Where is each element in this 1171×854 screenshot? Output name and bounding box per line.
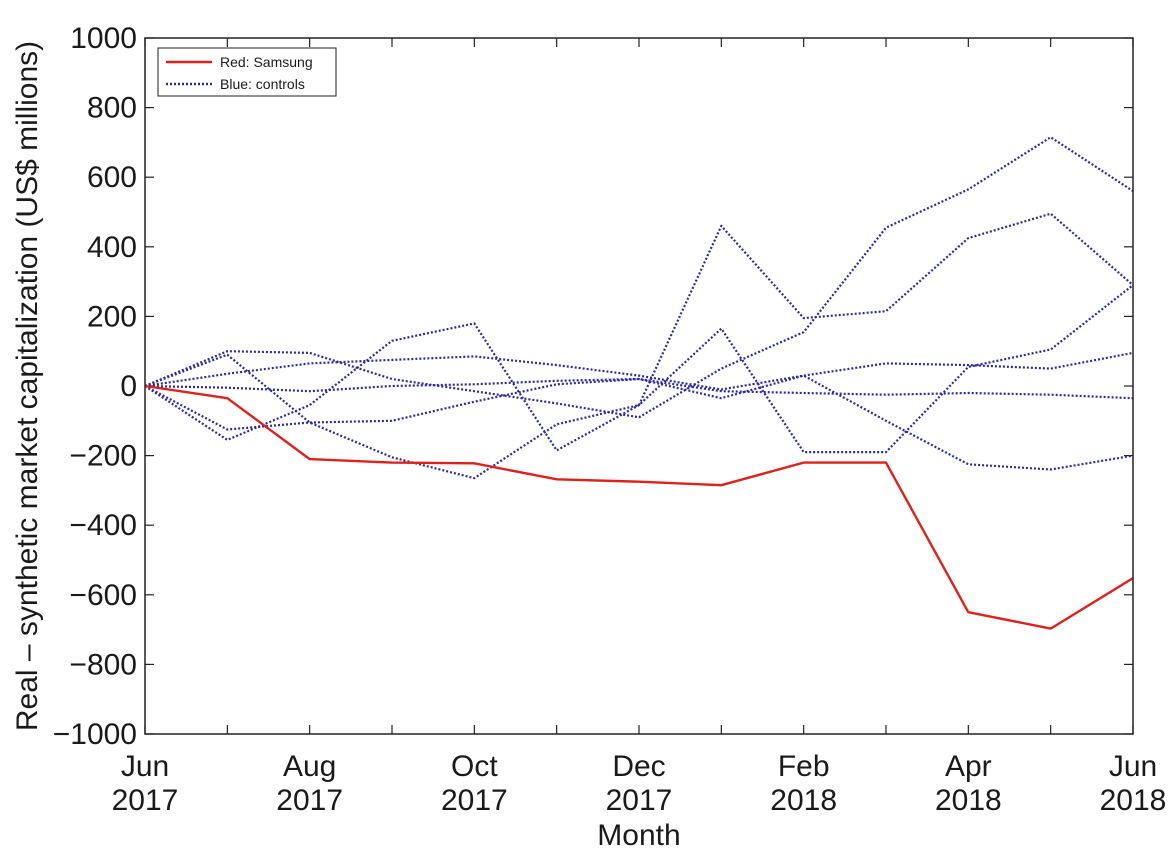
x-tick-month: Jun xyxy=(121,750,169,783)
y-tick-label: −200 xyxy=(69,440,137,473)
plot-background xyxy=(145,38,1133,734)
x-tick-month: Aug xyxy=(283,750,336,783)
series-line-control-2 xyxy=(144,212,1134,480)
legend-box xyxy=(157,47,337,97)
x-tick-month: Apr xyxy=(945,750,992,783)
y-tick-label: 1000 xyxy=(70,22,137,55)
x-tick-year: 2017 xyxy=(606,784,673,817)
legend-controls-label: Blue: controls xyxy=(220,76,305,92)
legend-samsung-label: Red: Samsung xyxy=(220,54,313,70)
y-tick-label: 600 xyxy=(87,161,137,194)
series-line-control-1 xyxy=(144,136,1134,419)
plot-frame xyxy=(144,37,1134,735)
series-line-control-4 xyxy=(144,351,1134,391)
x-tick-year: 2017 xyxy=(112,784,179,817)
x-tick-year: 2018 xyxy=(1100,784,1167,817)
y-tick-label: 400 xyxy=(87,231,137,264)
x-axis-tick-labels: Jun2017Aug2017Oct2017Dec2017Feb2018Apr20… xyxy=(112,750,1167,817)
x-tick-year: 2017 xyxy=(441,784,508,817)
x-tick-month: Oct xyxy=(451,750,498,783)
x-tick-year: 2017 xyxy=(276,784,343,817)
x-tick-month: Feb xyxy=(778,750,830,783)
x-axis-title: Month xyxy=(597,819,680,852)
y-tick-label: −800 xyxy=(69,648,137,681)
y-tick-label: −1000 xyxy=(53,718,137,751)
series-line-control-3 xyxy=(144,284,1134,454)
y-tick-label: 800 xyxy=(87,92,137,125)
y-tick-label: 0 xyxy=(120,370,137,403)
y-axis-title: Real – synthetic market capitalization (… xyxy=(11,41,44,731)
x-tick-year: 2018 xyxy=(770,784,837,817)
x-tick-month: Dec xyxy=(612,750,665,783)
series-line-samsung xyxy=(144,384,1134,630)
y-axis-tick-labels: 1000 800 600 400 200 0 −200 −400 −600 −800 −1000 xyxy=(53,22,137,751)
y-tick-label: 200 xyxy=(87,300,137,333)
series-layer xyxy=(144,136,1134,630)
x-tick-month: Jun xyxy=(1109,750,1157,783)
x-tick-year: 2018 xyxy=(935,784,1002,817)
series-line-control-6 xyxy=(144,374,1134,471)
y-tick-label: −600 xyxy=(69,579,137,612)
y-tick-label: −400 xyxy=(69,509,137,542)
legend: Red: Samsung Blue: controls xyxy=(157,47,337,97)
series-line-control-5 xyxy=(144,377,1134,400)
